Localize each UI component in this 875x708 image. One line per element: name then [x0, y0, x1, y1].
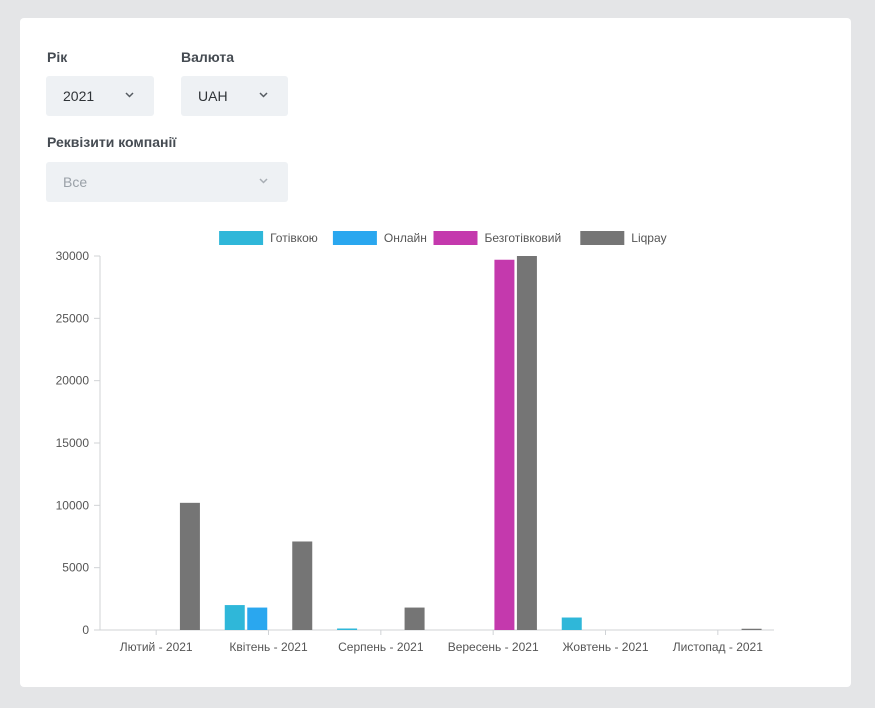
- year-select-value: 2021: [63, 88, 95, 104]
- bar-0-2[interactable]: [337, 628, 358, 631]
- bar-3-2[interactable]: [404, 607, 425, 630]
- x-tick-label: Квітень - 2021: [229, 640, 308, 654]
- bar-3-0[interactable]: [179, 502, 200, 630]
- currency-select[interactable]: UAH: [181, 76, 288, 116]
- x-tick-label: Вересень - 2021: [448, 640, 539, 654]
- bar-0-1[interactable]: [224, 605, 245, 630]
- y-tick-label: 5000: [62, 561, 89, 575]
- company-select-value: Все: [63, 174, 88, 190]
- y-tick-label: 20000: [56, 374, 90, 388]
- currency-label: Валюта: [181, 49, 235, 65]
- y-tick-label: 25000: [56, 311, 90, 325]
- bar-3-5[interactable]: [741, 628, 762, 630]
- bar-0-4[interactable]: [561, 617, 582, 630]
- x-tick-label: Лютий - 2021: [120, 640, 193, 654]
- bar-3-1[interactable]: [292, 541, 313, 630]
- report-card: Рік 2021 Валюта UAH Реквізити компанії В…: [20, 18, 851, 687]
- legend-swatch-1[interactable]: [332, 231, 377, 245]
- x-tick-label: Жовтень - 2021: [562, 640, 648, 654]
- y-tick-label: 30000: [56, 249, 90, 263]
- y-tick-label: 10000: [56, 498, 90, 512]
- company-label: Реквізити компанії: [47, 134, 177, 150]
- payments-bar-chart: 0 5000 10000 15000 20000 25000 30000 Лютий - 20…: [56, 231, 774, 654]
- legend-label-3[interactable]: Liqpay: [631, 231, 666, 245]
- year-label: Рік: [47, 49, 68, 65]
- year-select[interactable]: 2021: [46, 76, 154, 116]
- x-tick-label: Серпень - 2021: [338, 640, 424, 654]
- y-tick-label: 0: [82, 623, 89, 637]
- chevron-down-icon: [259, 92, 268, 98]
- x-tick-label: Листопад - 2021: [673, 640, 763, 654]
- legend-swatch-3[interactable]: [580, 231, 625, 245]
- y-tick-label: 15000: [56, 436, 90, 450]
- chevron-down-icon: [125, 92, 134, 98]
- currency-select-value: UAH: [198, 88, 228, 104]
- legend-label-0[interactable]: Готівкою: [270, 231, 318, 245]
- bar-3-3[interactable]: [516, 256, 537, 630]
- bar-1-1[interactable]: [247, 607, 268, 630]
- legend-label-2[interactable]: Безготівковий: [485, 231, 562, 245]
- company-select[interactable]: Все: [46, 162, 288, 202]
- legend-swatch-0[interactable]: [219, 231, 264, 245]
- legend-swatch-2[interactable]: [433, 231, 478, 245]
- bar-2-3[interactable]: [494, 259, 515, 630]
- chevron-down-icon: [259, 178, 268, 184]
- legend-label-1[interactable]: Онлайн: [384, 231, 427, 245]
